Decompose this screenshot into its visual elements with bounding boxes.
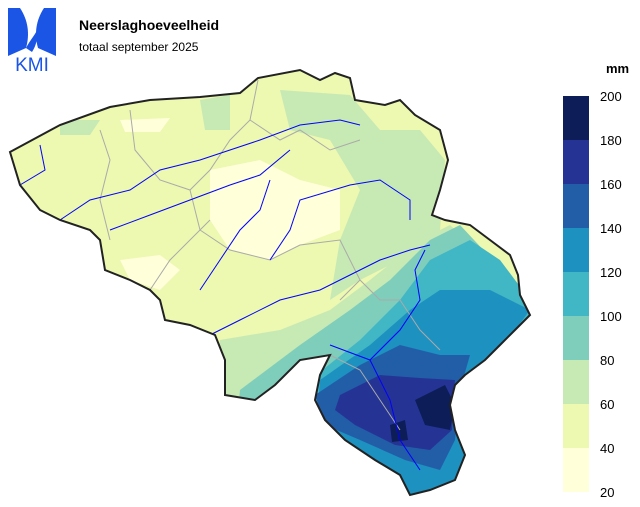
- legend-bin-100-120: [563, 272, 589, 316]
- province-borders: [99, 79, 441, 431]
- map-title: Neerslaghoeveelheid: [79, 17, 220, 33]
- zone-60-80: [280, 90, 445, 300]
- legend-unit: mm: [606, 61, 630, 76]
- zone-20-40: [210, 160, 340, 260]
- zone-180-200: [390, 385, 455, 442]
- kmi-logo: KMI: [8, 8, 56, 72]
- zone-60-80-north: [60, 95, 230, 135]
- legend-tick: 200: [600, 89, 622, 104]
- legend-bin-60-80: [563, 360, 589, 404]
- legend-bin-40-60: [563, 404, 589, 448]
- legend-bin-80-100: [563, 316, 589, 360]
- zone-20-40-west: [120, 118, 180, 290]
- legend-tick: 80: [600, 353, 615, 368]
- zone-160-180: [335, 375, 455, 450]
- legend-bin-160-180: [563, 140, 589, 184]
- legend-tick: 20: [600, 485, 615, 500]
- legend-bin-180-200: [563, 96, 589, 140]
- rivers: [19, 119, 431, 471]
- legend-bin-20-40: [563, 448, 589, 492]
- legend-bin-120-140: [563, 228, 589, 272]
- kmi-logo-text: KMI: [15, 55, 49, 72]
- legend-tick: 40: [600, 441, 615, 456]
- legend-tick: 60: [600, 397, 615, 412]
- map-subtitle: totaal september 2025: [79, 40, 199, 54]
- legend-tick: 100: [600, 309, 622, 324]
- precipitation-map: [9, 69, 531, 496]
- legend-tick: 180: [600, 133, 622, 148]
- legend-tick: 120: [600, 265, 622, 280]
- legend-tick: 160: [600, 177, 622, 192]
- legend-bin-140-160: [563, 184, 589, 228]
- legend-tick: 140: [600, 221, 622, 236]
- color-legend: [563, 96, 589, 492]
